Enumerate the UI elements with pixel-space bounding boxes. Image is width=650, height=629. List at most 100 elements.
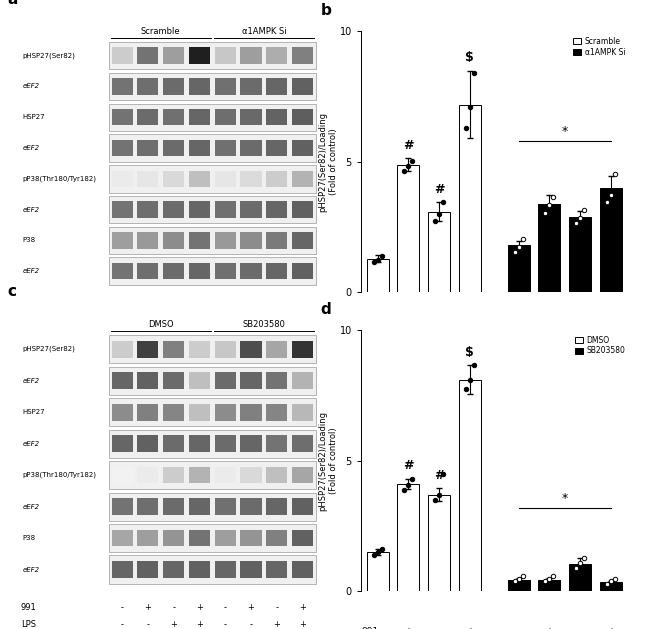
Bar bbox=[458, 104, 480, 292]
Text: +: + bbox=[299, 620, 306, 629]
Bar bbox=[163, 341, 184, 357]
Bar bbox=[189, 109, 210, 126]
Text: #: # bbox=[434, 469, 444, 482]
Bar bbox=[240, 47, 261, 64]
Bar bbox=[163, 404, 184, 421]
Text: -: - bbox=[146, 620, 150, 629]
Bar bbox=[189, 404, 210, 421]
Bar bbox=[292, 530, 313, 547]
FancyBboxPatch shape bbox=[109, 367, 315, 394]
Bar bbox=[112, 435, 133, 452]
Bar bbox=[266, 530, 287, 547]
Text: *: * bbox=[562, 492, 567, 504]
Text: -: - bbox=[276, 603, 278, 612]
Bar bbox=[367, 552, 389, 591]
Text: -: - bbox=[578, 627, 582, 629]
Bar bbox=[189, 435, 210, 452]
Bar bbox=[112, 170, 133, 187]
Bar bbox=[240, 263, 261, 279]
Bar bbox=[137, 341, 159, 357]
Bar bbox=[508, 579, 530, 591]
Text: LPS: LPS bbox=[21, 620, 36, 629]
FancyBboxPatch shape bbox=[109, 226, 315, 254]
Bar bbox=[266, 78, 287, 95]
Bar bbox=[214, 561, 236, 578]
Bar bbox=[292, 232, 313, 248]
Bar bbox=[538, 579, 560, 591]
Bar bbox=[214, 232, 236, 248]
Bar bbox=[214, 404, 236, 421]
Bar bbox=[112, 232, 133, 248]
FancyBboxPatch shape bbox=[109, 461, 315, 489]
Bar bbox=[112, 47, 133, 64]
Bar bbox=[137, 404, 159, 421]
FancyBboxPatch shape bbox=[109, 524, 315, 552]
Bar bbox=[292, 498, 313, 515]
Bar bbox=[569, 564, 591, 591]
Bar bbox=[266, 341, 287, 357]
Bar bbox=[163, 498, 184, 515]
Text: P38: P38 bbox=[23, 535, 36, 541]
Bar bbox=[214, 341, 236, 357]
Bar bbox=[214, 263, 236, 279]
Text: +: + bbox=[299, 603, 306, 612]
Bar bbox=[137, 47, 159, 64]
Text: -: - bbox=[437, 627, 441, 629]
Bar bbox=[599, 582, 621, 591]
Bar bbox=[189, 140, 210, 156]
Bar bbox=[163, 170, 184, 187]
Bar bbox=[538, 204, 560, 292]
Bar bbox=[292, 109, 313, 126]
Bar bbox=[292, 170, 313, 187]
FancyBboxPatch shape bbox=[109, 493, 315, 521]
Bar bbox=[240, 372, 261, 389]
Bar bbox=[428, 211, 450, 292]
Bar bbox=[112, 109, 133, 126]
Text: -: - bbox=[376, 627, 380, 629]
Text: -: - bbox=[121, 620, 124, 629]
Bar bbox=[214, 467, 236, 484]
Bar bbox=[137, 78, 159, 95]
Bar bbox=[189, 530, 210, 547]
Text: pHSP27(Ser82): pHSP27(Ser82) bbox=[23, 346, 75, 352]
Bar bbox=[189, 170, 210, 187]
Text: a: a bbox=[8, 0, 18, 7]
Text: eEF2: eEF2 bbox=[23, 567, 40, 572]
Bar bbox=[137, 140, 159, 156]
Legend: Scramble, α1AMPK Si: Scramble, α1AMPK Si bbox=[571, 35, 627, 58]
Bar bbox=[214, 140, 236, 156]
Text: $: $ bbox=[465, 51, 474, 64]
Bar bbox=[240, 561, 261, 578]
Bar bbox=[266, 201, 287, 218]
Bar bbox=[137, 232, 159, 248]
Bar bbox=[266, 498, 287, 515]
Bar bbox=[163, 78, 184, 95]
Bar bbox=[266, 140, 287, 156]
Bar bbox=[112, 467, 133, 484]
FancyBboxPatch shape bbox=[109, 430, 315, 458]
Text: HSP27: HSP27 bbox=[23, 409, 45, 415]
Bar bbox=[367, 259, 389, 292]
Bar bbox=[240, 341, 261, 357]
Text: eEF2: eEF2 bbox=[23, 268, 40, 274]
Bar bbox=[240, 435, 261, 452]
Bar bbox=[240, 467, 261, 484]
Bar bbox=[240, 530, 261, 547]
Bar bbox=[292, 341, 313, 357]
Text: *: * bbox=[562, 125, 567, 138]
Bar bbox=[112, 498, 133, 515]
Bar bbox=[214, 530, 236, 547]
FancyBboxPatch shape bbox=[109, 42, 315, 69]
Bar bbox=[240, 201, 261, 218]
Bar bbox=[240, 170, 261, 187]
Bar bbox=[163, 263, 184, 279]
Bar bbox=[397, 165, 419, 292]
Text: c: c bbox=[8, 284, 16, 299]
Bar bbox=[163, 201, 184, 218]
Bar bbox=[214, 372, 236, 389]
FancyBboxPatch shape bbox=[109, 73, 315, 100]
Text: P38: P38 bbox=[23, 237, 36, 243]
Text: HSP27: HSP27 bbox=[23, 114, 45, 120]
Bar bbox=[240, 140, 261, 156]
Bar bbox=[189, 263, 210, 279]
